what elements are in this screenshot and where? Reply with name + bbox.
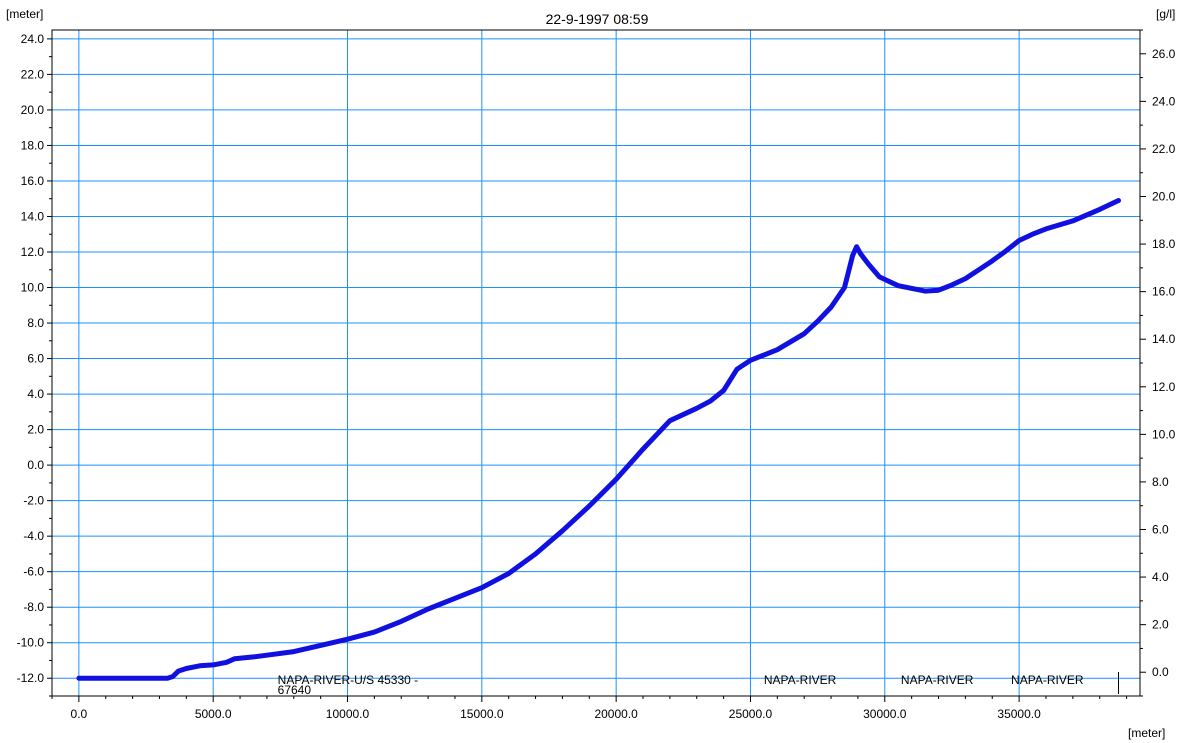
y-left-tick-label: 22.0: [21, 67, 45, 81]
x-tick-label: 25000.0: [729, 707, 773, 721]
series: [76, 198, 1121, 681]
x-tick-label: 35000.0: [997, 707, 1041, 721]
x-tick-label: 0.0: [71, 707, 88, 721]
y-right-tick-label: 0.0: [1152, 665, 1169, 679]
y-right-tick-label: 14.0: [1152, 332, 1176, 346]
branch-label: NAPA-RIVER-U/S 45330 -: [278, 673, 419, 687]
branch-label: NAPA-RIVER: [901, 673, 974, 687]
y-left-tick-label: -6.0: [23, 565, 44, 579]
x-tick-label: 10000.0: [326, 707, 370, 721]
y-left-tick-label: 16.0: [21, 174, 45, 188]
y-right-tick-label: 12.0: [1152, 380, 1176, 394]
plot-frame: [51, 29, 1141, 697]
y-left-tick-label: 0.0: [27, 458, 44, 472]
y-left-tick-label: 10.0: [21, 281, 45, 295]
y-right-tick-label: 4.0: [1152, 570, 1169, 584]
branch-label: 67640: [278, 683, 312, 697]
y-right-tick-label: 8.0: [1152, 475, 1169, 489]
x-tick-label: 20000.0: [594, 707, 638, 721]
axes: [47, 29, 1146, 702]
y-left-tick-label: 14.0: [21, 209, 45, 223]
chart-title: 22-9-1997 08:59: [546, 11, 649, 27]
tick-labels: -12.0 -10.0 -8.0 -6.0 -4.0 -2.0 0.0 2.0 4.0 6.0 8.…: [17, 32, 1176, 721]
branch-labels: NAPA-RIVER-U/S 45330 -67640 NAPA-RIVER NAP…: [278, 672, 1120, 697]
branch-label: NAPA-RIVER: [764, 673, 837, 687]
y-left-tick-label: -8.0: [23, 600, 44, 614]
y-left-tick-label: 6.0: [27, 352, 44, 366]
x-tick-label: 5000.0: [195, 707, 232, 721]
y-left-tick-label: 12.0: [21, 245, 45, 259]
y-right-tick-label: 24.0: [1152, 94, 1176, 108]
y-right-tick-label: 2.0: [1152, 618, 1169, 632]
y-right-tick-label: 26.0: [1152, 47, 1176, 61]
y-right-tick-label: 20.0: [1152, 190, 1176, 204]
y-right-tick-label: 18.0: [1152, 237, 1176, 251]
x-unit: [meter]: [1128, 726, 1165, 740]
x-tick-label: 30000.0: [863, 707, 907, 721]
y-left-tick-label: 8.0: [27, 316, 44, 330]
y-left-tick-label: -4.0: [23, 529, 44, 543]
y-right-tick-label: 22.0: [1152, 142, 1176, 156]
y-left-tick-label: 2.0: [27, 423, 44, 437]
y-left-unit: [meter]: [6, 7, 43, 21]
y-left-tick-label: -12.0: [17, 671, 45, 685]
y-left-tick-label: 20.0: [21, 103, 45, 117]
y-right-tick-label: 10.0: [1152, 427, 1176, 441]
y-right-unit: [g/l]: [1156, 7, 1175, 21]
y-right-tick-label: 16.0: [1152, 285, 1176, 299]
y-left-tick-label: 24.0: [21, 32, 45, 46]
y-left-tick-label: 4.0: [27, 387, 44, 401]
grid: [52, 30, 1140, 696]
y-left-tick-label: 18.0: [21, 138, 45, 152]
y-left-tick-label: -2.0: [23, 494, 44, 508]
y-left-tick-label: -10.0: [17, 636, 45, 650]
x-tick-label: 15000.0: [460, 707, 504, 721]
y-right-tick-label: 6.0: [1152, 523, 1169, 537]
branch-label: NAPA-RIVER: [1011, 673, 1084, 687]
series-line: [76, 198, 1121, 681]
